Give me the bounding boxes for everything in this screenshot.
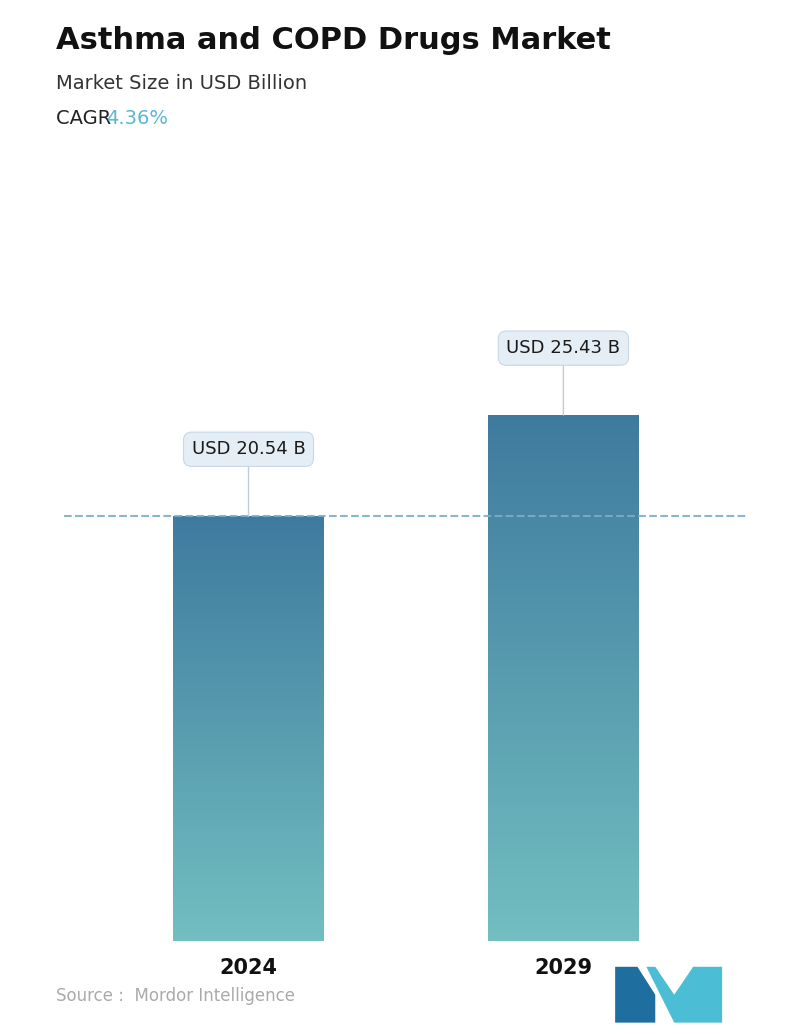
Polygon shape [615,967,655,1023]
Text: Asthma and COPD Drugs Market: Asthma and COPD Drugs Market [56,26,611,55]
Text: CAGR: CAGR [56,109,117,127]
Text: 4.36%: 4.36% [106,109,168,127]
Text: Market Size in USD Billion: Market Size in USD Billion [56,74,306,93]
Polygon shape [646,967,722,1023]
Text: USD 20.54 B: USD 20.54 B [192,440,306,516]
Text: USD 25.43 B: USD 25.43 B [506,339,620,415]
Text: Source :  Mordor Intelligence: Source : Mordor Intelligence [56,987,295,1005]
